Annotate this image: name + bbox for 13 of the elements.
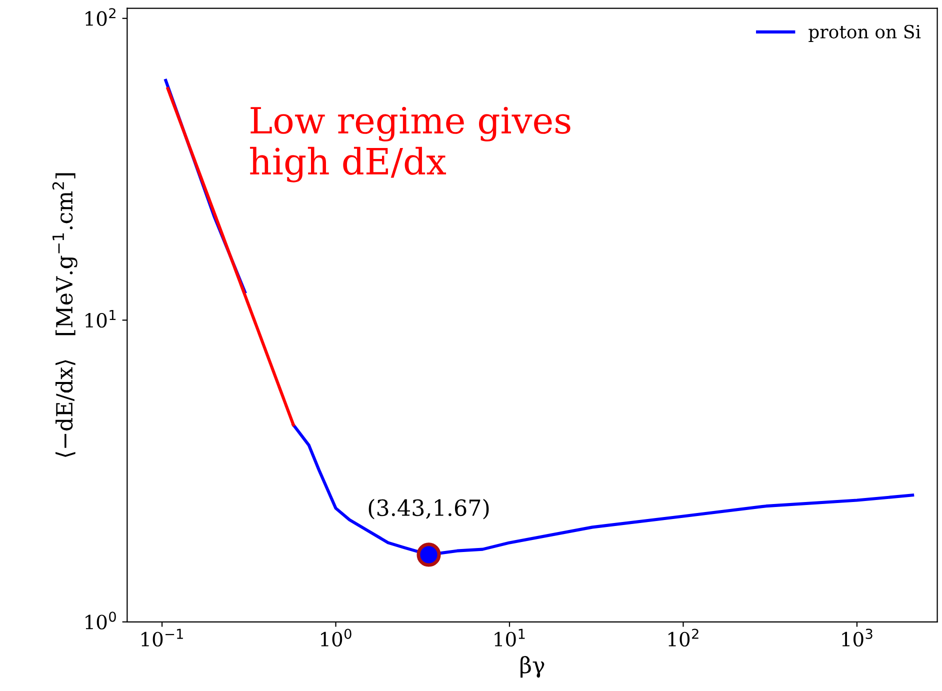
y-tick-label: 10$^{0}$ bbox=[86, 612, 116, 630]
annotation: (3.43,1.67) bbox=[368, 498, 489, 520]
x-tick-label: 10$^{1}$ bbox=[494, 628, 525, 647]
annotation: Low regime gives high dE/dx bbox=[250, 106, 570, 182]
x-tick-label: 10$^{−1}$ bbox=[142, 628, 183, 647]
legend-label: proton on Si bbox=[808, 24, 921, 42]
x-tick-label: 10$^{0}$ bbox=[321, 628, 352, 647]
y-tick-label: 10$^{2}$ bbox=[86, 8, 116, 26]
x-tick-label: 10$^{2}$ bbox=[668, 628, 698, 647]
x-axis-title: βγ bbox=[520, 656, 544, 678]
y-axis-title: ⟨−dE/dx⟩ [MeV.g$^{−1}$.cm$^{2}$] bbox=[52, 173, 78, 457]
y-tick-label: 10$^{1}$ bbox=[86, 310, 116, 328]
x-tick-label: 10$^{3}$ bbox=[842, 628, 872, 647]
